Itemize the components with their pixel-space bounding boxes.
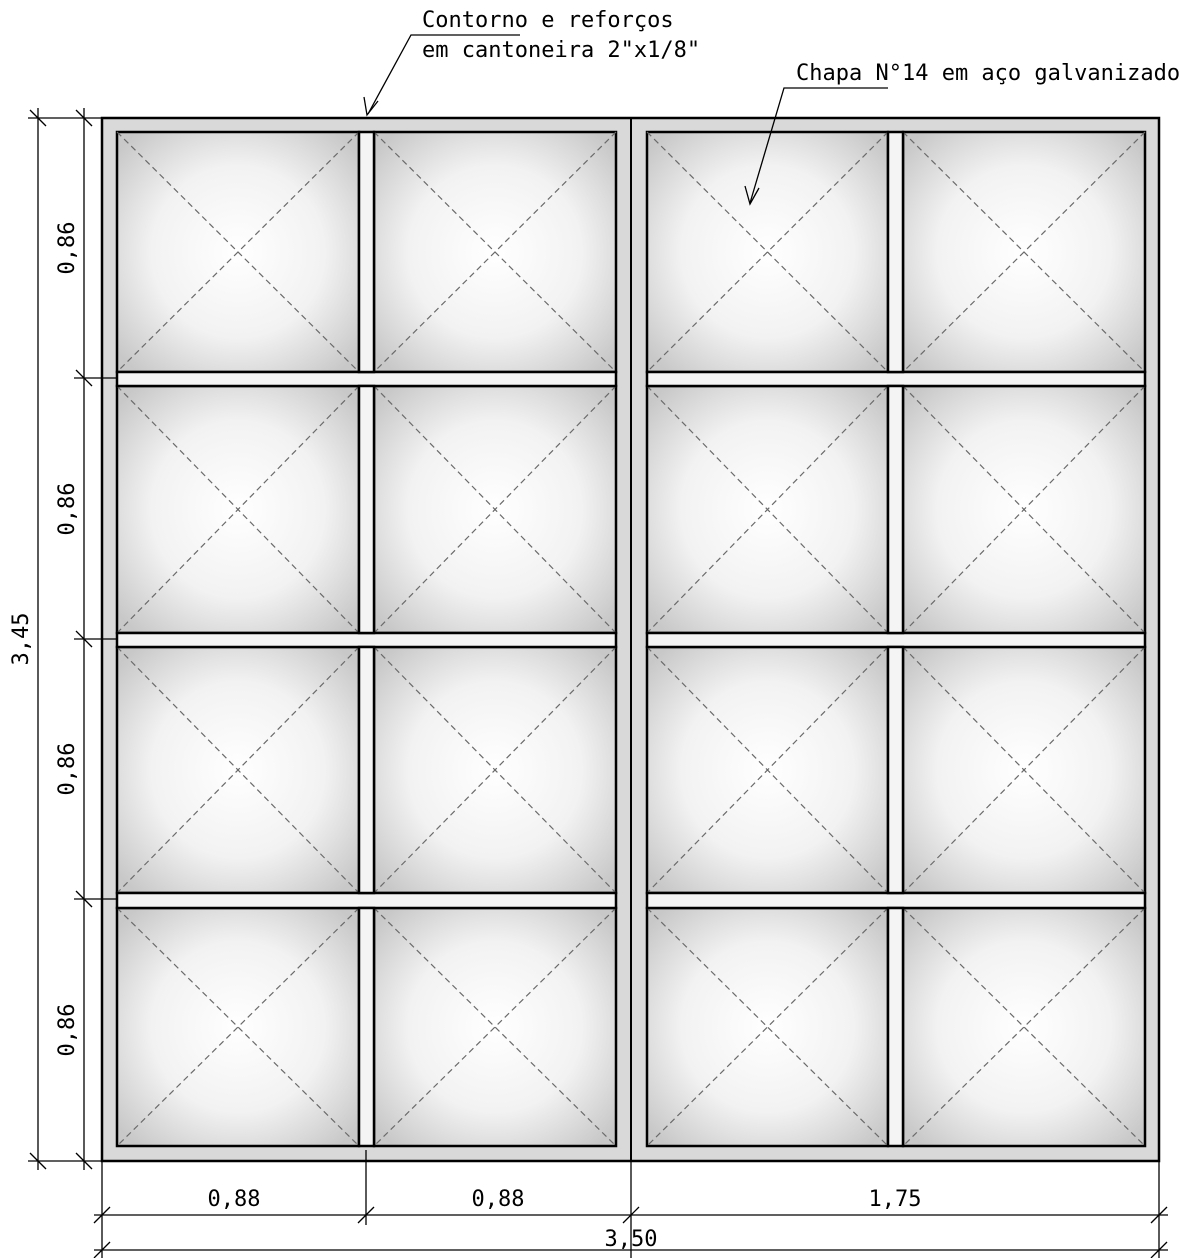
panel-2-3 [645,384,890,635]
total-width-label: 3,50 [605,1227,658,1252]
panel-diagonal [116,131,360,373]
panel-diagonal [373,907,617,1147]
panel-4-3 [645,906,890,1148]
horizontal-bar-2-2 [645,631,1147,649]
panel-1-4 [901,130,1147,374]
horizontal-bar-1-2 [115,631,618,649]
sheet-leader-line [749,87,888,204]
panel-diagonal [116,646,360,894]
panel-diagonal [902,907,1146,1147]
frame-label-line2: em cantoneira 2"x1/8" [422,38,700,63]
total-height-label: 3,45 [9,613,34,666]
panel-diagonal [116,907,360,1147]
panel-diagonal [116,907,360,1147]
panel-diagonal [646,131,889,373]
panel-1-1 [115,130,361,374]
sheet-label: Chapa N°14 em aço galvanizado [796,61,1180,86]
panel-diagonal [373,131,617,373]
panel-grid [115,130,1147,1148]
row-height-label-3: 0,86 [55,743,80,796]
panel-diagonal [646,385,889,634]
horizontal-bar-1-1 [115,370,618,388]
panel-diagonal [902,907,1146,1147]
vertical-bar-1-2 [357,384,376,635]
col-width-label-2: 0,88 [472,1187,525,1212]
vertical-bar-1-3 [357,645,376,895]
panel-4-1 [115,906,361,1148]
frame-leader-arrow [363,96,379,117]
panel-diagonal [116,385,360,634]
panel-3-1 [115,645,361,895]
vertical-bar-2-2 [886,384,905,635]
panel-diagonal [902,385,1146,634]
panel-diagonal [373,646,617,894]
panel-2-1 [115,384,361,635]
col-width-label-1: 0,88 [208,1187,261,1212]
dimension-labels: 0,86 0,86 0,86 0,86 3,45 0,88 0,88 1,75 … [9,222,921,1252]
panel-diagonal [646,907,889,1147]
sheet-leader-arrow [744,185,760,206]
vertical-bar-1-4 [357,906,376,1148]
panel-2-2 [372,384,618,635]
panel-4-2 [372,906,618,1148]
vertical-bar-1-1 [357,130,376,374]
panel-2-4 [901,384,1147,635]
horizontal-bar-1-3 [115,891,618,910]
panel-1-2 [372,130,618,374]
panel-3-2 [372,645,618,895]
vertical-bar-2-4 [886,906,905,1148]
frame-leader-line [367,34,520,115]
panel-diagonal [902,131,1146,373]
panel-diagonal [373,907,617,1147]
reinforcement-bars [115,130,1147,1148]
panel-3-4 [901,645,1147,895]
panel-diagonal [646,646,889,894]
frame-annotation: Contorno e reforços em cantoneira 2"x1/8… [363,8,700,117]
sheet-annotation: Chapa N°14 em aço galvanizado [744,61,1180,206]
row-height-label-2: 0,86 [55,483,80,536]
panel-1-3 [645,130,890,374]
frame-label-line1: Contorno e reforços [422,8,674,33]
row-height-label-1: 0,86 [55,222,80,275]
panel-diagonal [646,907,889,1147]
row-height-label-4: 0,86 [55,1004,80,1057]
gate-structure [100,116,1161,1163]
panel-3-3 [645,645,890,895]
panel-diagonal [373,385,617,634]
panel-4-4 [901,906,1147,1148]
dimension-lines [28,108,1168,1258]
vertical-bar-2-1 [886,130,905,374]
vertical-bar-2-3 [886,645,905,895]
horizontal-bar-2-3 [645,891,1147,910]
panel-diagonal [902,646,1146,894]
horizontal-bar-2-1 [645,370,1147,388]
col-width-label-3: 1,75 [869,1187,922,1212]
